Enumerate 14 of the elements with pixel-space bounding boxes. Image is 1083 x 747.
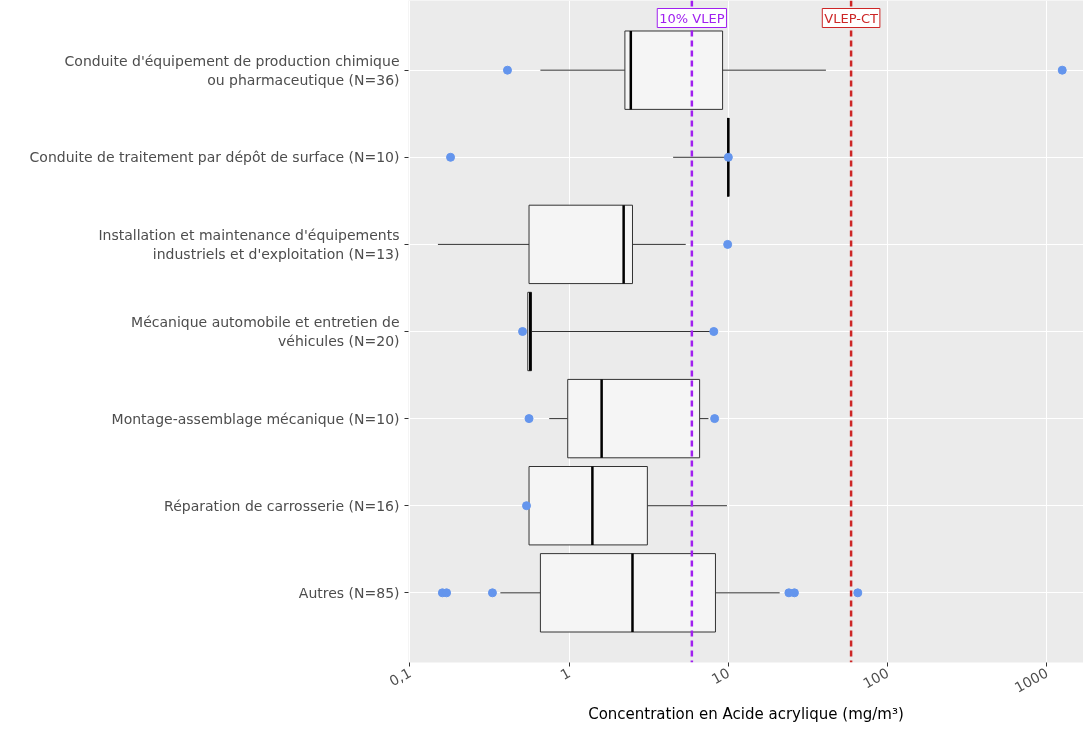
y-tick-label: Autres (N=85) bbox=[298, 584, 400, 601]
x-axis-title: Concentration en Acide acrylique (mg/m³) bbox=[588, 705, 904, 724]
y-tick-label: Mécanique automobile et entretien de véhicules (N=20) bbox=[131, 313, 400, 350]
y-tick-label: Réparation de carrosserie (N=16) bbox=[164, 497, 400, 514]
y-tick-label: Installation et maintenance d'équipements industriels et d'exploitation (N=13) bbox=[98, 226, 400, 262]
ref-line-label: VLEP-CT bbox=[824, 10, 878, 26]
x-tick-label: 100 bbox=[860, 664, 892, 692]
y-tick-label: Conduite d'équipement de production chimique ou pharmaceutique (N=36) bbox=[64, 52, 400, 88]
x-tick-label: 0,1 bbox=[386, 664, 414, 690]
y-tick-label: Montage-assemblage mécanique (N=10) bbox=[111, 410, 400, 427]
x-tick-label: 1 bbox=[557, 664, 573, 683]
y-tick-label: Conduite de traitement par dépôt de surface (N=10) bbox=[29, 149, 400, 166]
ref-line-label: 10% VLEP bbox=[659, 10, 725, 26]
x-tick-label: 10 bbox=[708, 664, 733, 688]
